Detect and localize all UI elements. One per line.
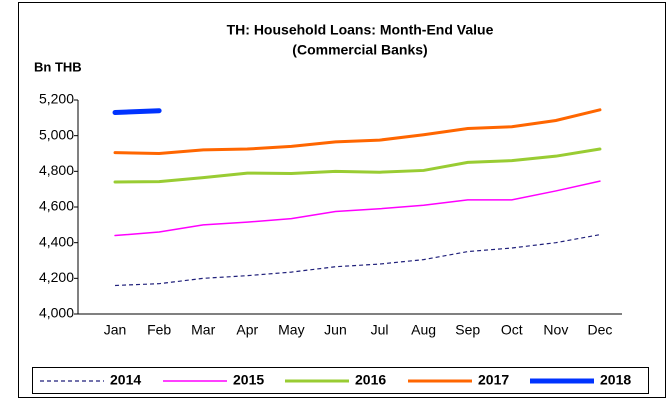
series-line bbox=[114, 180, 601, 237]
y-tick-label: 4,200 bbox=[39, 269, 74, 285]
x-tick-label: Mar bbox=[191, 322, 215, 338]
x-tick-label: Jun bbox=[324, 322, 347, 338]
x-tick-label: Jan bbox=[104, 322, 127, 338]
x-tick-label: Sep bbox=[455, 322, 480, 338]
series-line bbox=[113, 108, 602, 156]
y-axis-label: Bn THB bbox=[34, 59, 82, 74]
x-tick-label: Jul bbox=[371, 322, 389, 338]
series-line bbox=[112, 108, 162, 115]
x-tick-label: May bbox=[278, 322, 304, 338]
x-tick-label: Oct bbox=[501, 322, 523, 338]
series-line bbox=[113, 147, 602, 184]
chart-subtitle: (Commercial Banks) bbox=[292, 42, 427, 58]
series-line bbox=[115, 234, 601, 287]
x-tick-label: Nov bbox=[543, 322, 568, 338]
x-tick-label: Aug bbox=[411, 322, 436, 338]
y-tick-label: 5,000 bbox=[39, 126, 74, 142]
legend-label: 2015 bbox=[233, 372, 264, 388]
legend-label: 2018 bbox=[600, 372, 631, 388]
chart-border bbox=[18, 2, 666, 398]
legend-label: 2017 bbox=[478, 372, 509, 388]
y-tick-label: 5,200 bbox=[39, 91, 74, 107]
x-tick-label: Feb bbox=[147, 322, 171, 338]
y-tick-label: 4,800 bbox=[39, 162, 74, 178]
x-tick-label: Dec bbox=[588, 322, 613, 338]
y-tick-label: 4,400 bbox=[39, 233, 74, 249]
y-tick-label: 4,600 bbox=[39, 198, 74, 214]
legend-label: 2016 bbox=[355, 372, 386, 388]
chart-title: TH: Household Loans: Month-End Value bbox=[227, 22, 494, 38]
legend-label: 2014 bbox=[110, 372, 141, 388]
x-tick-label: Apr bbox=[236, 322, 258, 338]
y-tick-label: 4,000 bbox=[39, 305, 74, 321]
